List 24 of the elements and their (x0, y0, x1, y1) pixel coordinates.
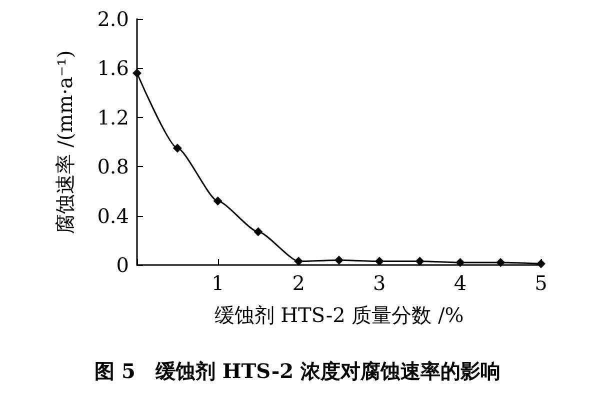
x-axis-title: 缓蚀剂 HTS-2 质量分数 /% (214, 303, 464, 327)
point (172, 144, 182, 153)
y-tick-label: 1.6 (97, 56, 129, 80)
y-axis-title: 腐蚀速率 /(mm·a⁻¹) (53, 50, 77, 234)
text: 图 5 缓蚀剂 HTS-2 浓度对腐蚀速率的影响 (94, 359, 500, 383)
point (456, 258, 465, 268)
x-tick-label: 3 (373, 271, 386, 295)
point (132, 68, 142, 78)
x-tick-label: 2 (292, 271, 305, 295)
point (334, 256, 344, 265)
point (254, 227, 263, 236)
y-tick-label: 0.8 (97, 154, 129, 179)
y-tick-label: 0.4 (97, 204, 129, 228)
x-tick-label: 5 (534, 271, 548, 295)
y-tick-label: 1.2 (97, 105, 129, 130)
x-tick-label: 1 (211, 271, 224, 295)
point (294, 256, 304, 266)
point (496, 258, 506, 268)
x-tick-label: 4 (454, 271, 467, 295)
point (374, 256, 384, 266)
point (415, 256, 424, 266)
y-tick-label: 0 (116, 253, 129, 277)
y-tick-label: 2.0 (97, 7, 129, 31)
point (213, 196, 222, 206)
